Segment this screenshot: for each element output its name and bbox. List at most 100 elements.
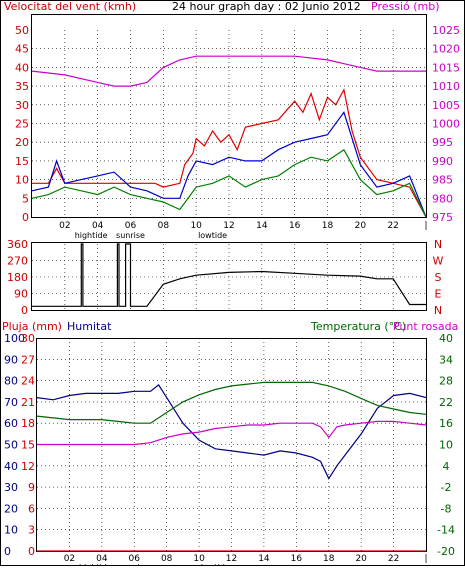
rain-tick-label: 24 [21,375,35,388]
wind-time-tick: 18 [322,221,334,231]
climate-end-tick: | [424,554,427,564]
wind-tick-label: 10 [15,174,29,187]
wind-time-tick: 22 [387,221,398,231]
pressure-tick-label: 975 [432,211,453,224]
temperature-tick-label: -20 [437,545,455,558]
rain-tick-label: 3 [28,524,35,537]
compass-label: N [434,238,442,251]
series-temperature [36,381,427,424]
pressure-tick-label: 985 [432,174,453,187]
series-wind_low [31,148,427,218]
humidity-tick-label: 40 [4,460,18,473]
wind-end-tick: | [424,221,427,231]
rain-tick-label: 12 [21,460,35,473]
wind-tick-label: 20 [15,136,29,149]
rain-tick-label: 9 [28,481,35,494]
climate-time-tick: 14 [258,554,270,564]
series-layer [31,55,427,552]
direction-tick-label: 0 [21,304,28,317]
rain-tick-label: 6 [28,502,35,515]
temperature-tick-label: 22 [439,396,453,409]
temperature-tick-label: 40 [439,332,453,345]
humidity-tick-label: 100 [4,332,25,345]
humidity-tick-label: 80 [4,375,18,388]
rain-tick-label: 30 [21,332,35,345]
climate-time-tick: 20 [355,554,367,564]
rain-label: Pluja (mm) [2,320,62,333]
dewpoint-label: Punt rosada [393,320,458,333]
climate-time-tick: 08 [161,554,173,564]
humidity-tick-label: 50 [4,439,18,452]
wind-tick-label: 45 [15,43,29,56]
climate-time-tick: 04 [96,554,108,564]
temperature-tick-label: 10 [439,439,453,452]
rain-tick-label: 18 [21,417,35,430]
humidity-tick-label: 0 [4,545,11,558]
humidity-tick-label: 10 [4,524,18,537]
direction-tick-label: 360 [7,238,28,251]
rain-tick-label: 21 [21,396,35,409]
series-wind_avg [31,110,427,218]
temperature-label: Temperatura (°C) [310,320,406,333]
series-humidity [36,384,427,480]
series-wind_gust [32,88,427,218]
direction-tick-label: 180 [7,271,28,284]
wind-panel-frame [31,14,427,218]
wind-time-tick: 12 [223,221,234,231]
pressure-tick-label: 990 [432,155,453,168]
series-pressure [31,55,426,87]
chart-title: 24 hour graph day : 02 Junio 2012 [172,0,361,13]
humidity-label: Humitat [67,320,112,333]
climate-time-tick: 06 [129,554,141,564]
direction-tick-label: 90 [14,288,28,301]
series-dewpoint [37,420,427,446]
axis-labels: 0510152025303540455097598098599099510001… [4,24,460,570]
compass-label: E [435,288,442,301]
humidity-tick-label: 70 [4,396,18,409]
climate-gridlines [37,338,426,551]
wind-tick-label: 50 [15,24,29,37]
wind-time-tick: 20 [355,221,367,231]
temperature-tick-label: -8 [441,502,452,515]
wind-time-tick: 04 [92,221,104,231]
wind-time-tick: 08 [158,221,170,231]
compass-label: N [434,304,442,317]
temperature-tick-label: 4 [443,460,450,473]
wind-time-tick: 16 [289,221,301,231]
temperature-tick-label: -2 [441,481,452,494]
humidity-tick-label: 20 [4,502,18,515]
wind-time-tick: 14 [256,221,268,231]
pressure-tick-label: 980 [432,192,453,205]
direction-gridlines [32,244,426,310]
direction-tick-label: 270 [7,255,28,268]
climate-time-tick: 02 [64,554,75,564]
rain-tick-label: 0 [28,545,35,558]
wind-tick-label: 35 [15,80,29,93]
rain-tick-label: 15 [21,439,35,452]
wind-marker-lowtide: lowtide [198,231,227,240]
climate-time-tick: 22 [388,554,399,564]
wind-time-tick: 02 [59,221,70,231]
wind-tick-label: 40 [15,61,29,74]
humidity-tick-label: 30 [4,481,18,494]
pressure-tick-label: 1025 [432,24,460,37]
climate-time-tick: 16 [291,554,303,564]
wind-marker-hightide: hightide [75,231,108,240]
climate-time-tick: 12 [226,554,237,564]
temperature-tick-label: -14 [437,524,455,537]
rain-tick-label: 27 [21,353,35,366]
series-wind_dir [32,243,426,307]
wind-speed-label: Velocitat del vent (kmh) [4,0,136,13]
compass-label: W [433,255,444,268]
pressure-tick-label: 1000 [432,118,460,131]
pressure-label: Pressió (mb) [371,0,440,13]
wind-time-tick: 10 [190,221,202,231]
temperature-tick-label: 28 [439,375,453,388]
pressure-tick-label: 1020 [432,43,460,56]
wind-marker-sunrise: sunrise [116,231,145,240]
temperature-tick-label: 34 [439,353,453,366]
pressure-tick-label: 1015 [432,61,460,74]
humidity-tick-label: 90 [4,353,18,366]
wind-tick-label: 0 [22,211,29,224]
